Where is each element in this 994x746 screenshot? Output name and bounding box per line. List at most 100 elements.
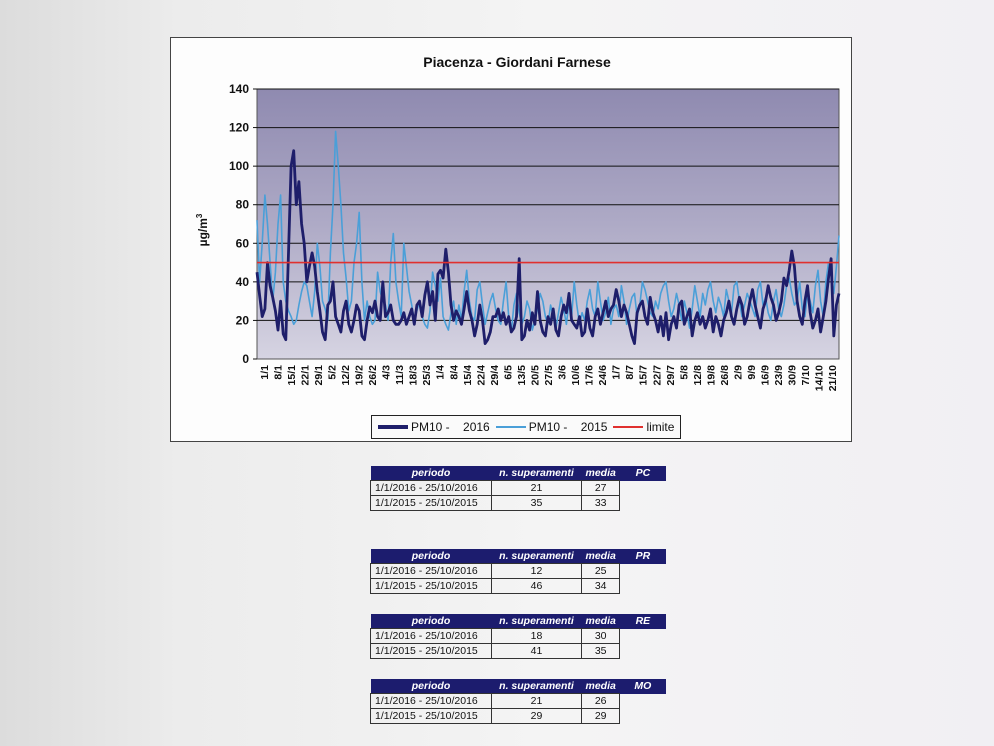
table-row: 1/1/2015 - 25/10/2015 29 29 [370,708,667,724]
cell-blank [620,694,667,709]
x-tick-label: 29/7 [665,365,677,386]
x-tick-label: 6/5 [502,365,514,380]
stats-table-mo: periodo n. superamenti media MO 1/1/2016… [370,679,667,724]
table-header-row: periodo n. superamenti media PR [370,549,667,564]
x-tick-label: 3/6 [557,365,569,380]
x-tick-label: 4/3 [381,365,393,380]
x-tick-label: 19/8 [705,365,717,386]
x-tick-label: 5/2 [326,365,338,380]
header-periodo: periodo [370,466,492,481]
y-axis-label: µg/m3 [195,213,210,246]
y-axis-label-text: µg/m [196,218,210,246]
y-tick-label: 60 [236,236,250,250]
table-header-row: periodo n. superamenti media MO [370,679,667,694]
cell-superamenti: 21 [491,480,582,496]
x-tick-label: 22/7 [651,365,663,386]
legend-swatch-limite [613,426,644,428]
x-tick-label: 5/8 [678,365,690,380]
table-row: 1/1/2016 - 25/10/2016 21 26 [370,693,667,709]
chart-legend: PM10 - 2016 PM10 - 2015 limite [371,415,682,439]
y-tick-label: 20 [236,313,250,327]
x-tick-label: 29/4 [489,365,501,386]
pm10-line-chart: Piacenza - Giordani Farnese µg/m3 0 20 40 6… [195,54,841,391]
stats-table-pr: periodo n. superamenti media PR 1/1/2016… [370,549,667,594]
x-tick-label: 20/5 [529,365,541,386]
cell-periodo: 1/1/2015 - 25/10/2015 [370,495,492,511]
legend-item-limite: limite [613,420,674,434]
station-code: MO [619,679,667,694]
x-tick-label: 1/1 [259,365,271,380]
table-header-row: periodo n. superamenti media PC [370,466,667,481]
x-tick-label: 14/10 [814,365,826,391]
x-tick-label: 15/1 [286,365,298,386]
series-line-pm10-2016 [255,149,841,346]
stats-table-pc: periodo n. superamenti media PC 1/1/2016… [370,466,667,511]
cell-blank [620,496,667,511]
x-tick-label: 15/7 [638,365,650,386]
y-tick-label: 100 [229,159,249,173]
legend-swatch-2015 [495,426,526,428]
x-tick-label: 30/9 [787,365,799,386]
stats-table-re: periodo n. superamenti media RE 1/1/2016… [370,614,667,659]
x-tick-label: 21/10 [827,365,839,391]
cell-media: 35 [580,643,621,659]
chart-container: Piacenza - Giordani Farnese µg/m3 0 20 40 6… [170,37,852,442]
x-tick-label: 9/9 [746,365,758,380]
table-row: 1/1/2015 - 25/10/2015 35 33 [370,495,667,511]
table-row: 1/1/2015 - 25/10/2015 46 34 [370,578,667,594]
header-media: media [581,549,620,564]
header-media: media [581,679,620,694]
x-tick-label: 18/3 [408,365,420,386]
cell-superamenti: 12 [491,563,582,579]
table-row: 1/1/2016 - 25/10/2016 18 30 [370,628,667,644]
cell-media: 29 [580,708,621,724]
header-superamenti: n. superamenti [491,679,582,694]
cell-blank [620,564,667,579]
x-tick-label: 29/1 [313,365,325,386]
x-tick-label: 1/4 [435,365,447,380]
cell-periodo: 1/1/2015 - 25/10/2015 [370,643,492,659]
cell-media: 25 [580,563,621,579]
cell-superamenti: 18 [491,628,582,644]
x-tick-label: 25/3 [421,365,433,386]
cell-periodo: 1/1/2016 - 25/10/2016 [370,693,492,709]
table-row: 1/1/2016 - 25/10/2016 12 25 [370,563,667,579]
header-periodo: periodo [370,549,492,564]
cell-periodo: 1/1/2016 - 25/10/2016 [370,628,492,644]
header-media: media [581,466,620,481]
cell-blank [620,629,667,644]
x-tick-label: 12/2 [340,365,352,386]
x-tick-label: 8/4 [448,365,460,380]
x-tick-label: 12/8 [692,365,704,386]
y-tick-label: 40 [236,275,250,289]
y-tick-label: 0 [242,352,249,366]
x-tick-label: 22/4 [475,365,487,386]
cell-blank [620,644,667,659]
x-tick-label: 10/6 [570,365,582,386]
legend-label-limite: limite [646,420,675,434]
y-tick-label: 140 [229,82,249,96]
legend-item-2016: PM10 - 2016 [378,420,490,434]
header-media: media [581,614,620,629]
x-tick-label: 16/9 [760,365,772,386]
legend-item-2015: PM10 - 2015 [495,420,607,434]
y-axis-label-sup: 3 [195,213,204,218]
cell-periodo: 1/1/2015 - 25/10/2015 [370,708,492,724]
x-tick-label: 7/10 [800,365,812,386]
x-tick-label: 26/8 [719,365,731,386]
cell-superamenti: 35 [491,495,582,511]
cell-media: 26 [580,693,621,709]
x-tick-label: 23/9 [773,365,785,386]
cell-superamenti: 46 [491,578,582,594]
station-code: PC [619,466,667,481]
x-tick-label: 24/6 [597,365,609,386]
legend-swatch-2016 [378,425,408,429]
header-superamenti: n. superamenti [491,614,582,629]
y-tick-label: 120 [229,121,249,135]
cell-media: 33 [580,495,621,511]
x-tick-label: 17/6 [584,365,596,386]
table-header-row: periodo n. superamenti media RE [370,614,667,629]
station-code: RE [619,614,667,629]
x-tick-label: 22/1 [299,365,311,386]
cell-blank [620,579,667,594]
